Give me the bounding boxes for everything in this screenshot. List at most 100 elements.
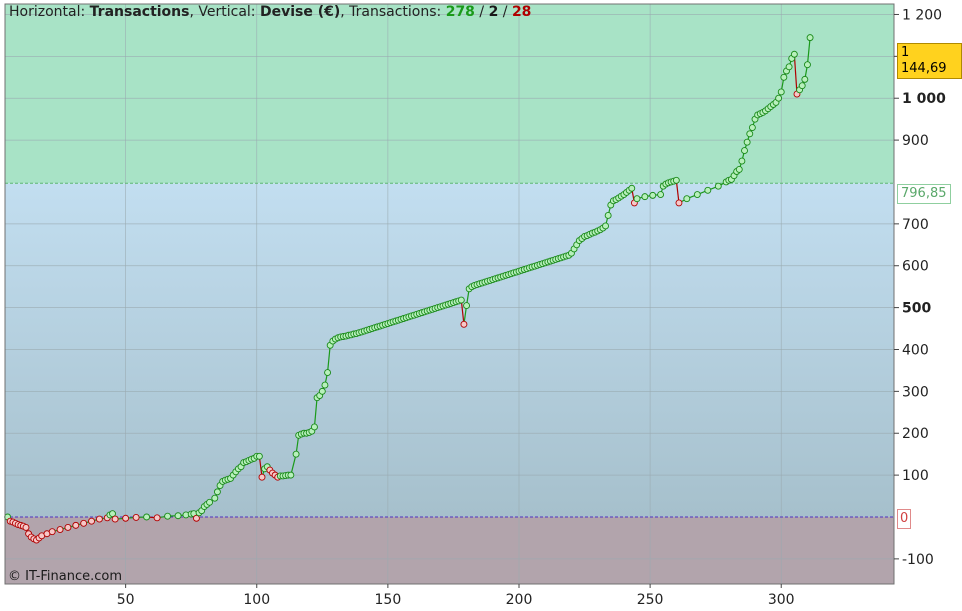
data-point [318,387,326,395]
data-point [457,296,465,304]
data-point [258,473,266,481]
y-tick-label: -100 [902,552,934,568]
data-point [80,519,88,527]
x-tick-label: 200 [506,592,533,608]
sep-1: / [474,4,489,20]
data-point [324,369,332,376]
data-point [109,510,116,518]
data-point [735,165,743,173]
h-value: Transactions [89,4,190,20]
data-point [693,191,701,198]
data-point [321,381,329,389]
plot-frame [4,3,895,585]
data-point [790,50,798,58]
data-point [738,157,746,165]
data-point [798,82,806,90]
data-point [153,514,161,522]
data-point [746,130,754,138]
series-segment [326,345,331,373]
data-point [111,515,119,523]
profit-zone [5,4,894,184]
data-point [56,526,64,534]
last-value-tag: 1 144,69 [897,43,962,79]
loss-count: 28 [511,4,532,20]
copyright: © IT-Finance.com [8,569,123,584]
data-point [174,512,182,520]
data-point [672,176,680,184]
data-point [48,528,56,536]
data-point [714,182,722,190]
data-point [743,138,751,146]
data-point [213,488,221,496]
data-point [287,471,295,479]
y-tick-label: 700 [902,217,929,233]
data-point [310,423,318,431]
series-segment [290,454,297,476]
y-tick-label: 400 [902,342,929,358]
y-tick-label: 900 [902,133,929,149]
data-point [602,222,609,230]
data-point [143,513,151,521]
loss-zone [5,516,894,584]
chart-header: Horizontal: Transactions, Vertical: Devi… [9,4,531,20]
series-segment [313,397,318,428]
data-point [72,521,80,529]
data-point [649,191,657,199]
mid-zone [5,183,894,517]
series-segment [460,300,465,325]
y-tick-label: 600 [902,259,929,275]
data-point [206,498,213,506]
data-point [780,73,788,81]
x-tick-label: 100 [243,592,270,608]
data-point [88,517,95,525]
data-point [641,193,649,201]
data-point [604,212,612,219]
data-point [801,75,809,83]
data-point [748,124,756,131]
y-tick-label: 1 200 [902,7,942,23]
data-point [683,195,691,203]
data-point [775,94,783,102]
v-value: Devise (€) [259,4,341,20]
series-segment [793,54,798,95]
data-point [22,524,30,531]
data-point [255,452,263,460]
y-tick-label: 500 [902,301,931,317]
series-segment [258,456,263,478]
data-point [463,302,470,309]
x-tick-label: 50 [117,592,135,608]
data-point [628,184,636,192]
series-segment [675,180,680,203]
data-point [64,524,72,531]
data-point [95,515,103,523]
data-point [741,147,748,155]
data-point [460,320,468,328]
data-point [657,191,665,198]
data-point [633,195,641,203]
y-tick-label: 100 [902,468,929,484]
v-label: , Vertical: [189,4,260,20]
data-point [211,494,219,502]
wins-count: 278 [445,4,475,20]
y-tick-label: 300 [902,384,929,400]
data-point [704,186,712,194]
even-count: 2 [488,4,499,20]
series-segment [806,37,811,65]
data-point [804,61,811,69]
data-point [806,34,814,42]
data-point [164,512,172,520]
zero-line-tag: 0 [897,509,912,529]
x-tick-label: 250 [637,592,664,608]
data-point [132,513,140,521]
y-tick-label: 1 000 [902,91,946,107]
data-point [785,63,793,71]
data-point [292,450,300,458]
data-point [777,88,785,96]
h-label: Horizontal: [9,4,90,20]
y-tick-label: 200 [902,426,929,442]
high-line-tag: 796,85 [897,184,951,204]
x-tick-label: 150 [375,592,402,608]
data-point [675,199,683,207]
data-point [122,514,130,522]
